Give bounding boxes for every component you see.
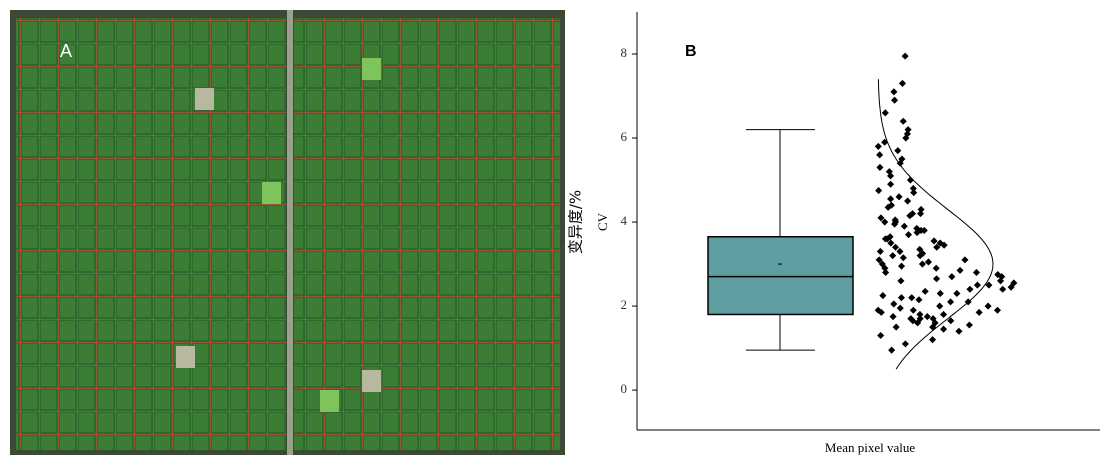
box bbox=[708, 237, 853, 315]
point bbox=[896, 193, 903, 200]
point bbox=[966, 286, 973, 293]
point bbox=[891, 97, 898, 104]
point bbox=[896, 248, 903, 255]
point bbox=[908, 294, 915, 301]
point bbox=[890, 88, 897, 95]
point bbox=[922, 288, 929, 295]
point bbox=[924, 313, 931, 320]
point bbox=[961, 256, 968, 263]
point bbox=[929, 336, 936, 343]
point bbox=[902, 53, 909, 60]
point bbox=[898, 263, 905, 270]
y-tick-label: 8 bbox=[621, 45, 628, 60]
point bbox=[894, 147, 901, 154]
point bbox=[905, 231, 912, 238]
point bbox=[876, 164, 883, 171]
point bbox=[899, 80, 906, 87]
point bbox=[994, 307, 1001, 314]
point bbox=[933, 275, 940, 282]
point bbox=[956, 267, 963, 274]
point bbox=[933, 265, 940, 272]
y-tick-label: 6 bbox=[621, 129, 628, 144]
point bbox=[890, 300, 897, 307]
point bbox=[879, 292, 886, 299]
point bbox=[976, 309, 983, 316]
point bbox=[985, 303, 992, 310]
point bbox=[888, 347, 895, 354]
chart: B 变异度/% CV Mean pixel value 0 2 4 6 8 bbox=[567, 12, 1101, 455]
point bbox=[948, 273, 955, 280]
point bbox=[898, 294, 905, 301]
point bbox=[875, 143, 882, 150]
point bbox=[877, 332, 884, 339]
point bbox=[919, 261, 926, 268]
point bbox=[915, 296, 922, 303]
point bbox=[937, 290, 944, 297]
point bbox=[947, 298, 954, 305]
y-axis-title: 变异度/% bbox=[567, 190, 585, 254]
field-photo: A bbox=[10, 10, 565, 455]
point bbox=[910, 307, 917, 314]
point bbox=[930, 237, 937, 244]
point bbox=[966, 321, 973, 328]
point bbox=[925, 258, 932, 265]
point bbox=[904, 198, 911, 205]
point bbox=[900, 254, 907, 261]
point bbox=[917, 210, 924, 217]
y-tick-label: 0 bbox=[621, 381, 628, 396]
point bbox=[955, 328, 962, 335]
point bbox=[936, 303, 943, 310]
point bbox=[940, 326, 947, 333]
point bbox=[953, 290, 960, 297]
y-axis-subtitle: CV bbox=[595, 212, 610, 231]
y-tick-label: 2 bbox=[621, 297, 628, 312]
point bbox=[900, 118, 907, 125]
point bbox=[882, 109, 889, 116]
panel-label: B bbox=[685, 43, 697, 60]
point bbox=[890, 313, 897, 320]
point bbox=[910, 189, 917, 196]
point bbox=[902, 340, 909, 347]
point bbox=[877, 248, 884, 255]
x-axis-title: Mean pixel value bbox=[825, 440, 915, 455]
point bbox=[889, 252, 896, 259]
point bbox=[940, 311, 947, 318]
point bbox=[887, 195, 894, 202]
y-tick-label: 4 bbox=[621, 213, 628, 228]
figure: A B 变异度/% CV Mean pixel value 0 2 4 6 8 bbox=[0, 0, 1108, 457]
point bbox=[897, 305, 904, 312]
point bbox=[973, 269, 980, 276]
point bbox=[893, 324, 900, 331]
point bbox=[892, 244, 899, 251]
point bbox=[887, 181, 894, 188]
point bbox=[901, 223, 908, 230]
point bbox=[897, 277, 904, 284]
point bbox=[875, 187, 882, 194]
point bbox=[876, 151, 883, 158]
panel-label: A bbox=[60, 41, 72, 61]
point bbox=[999, 286, 1006, 293]
point bbox=[974, 282, 981, 289]
